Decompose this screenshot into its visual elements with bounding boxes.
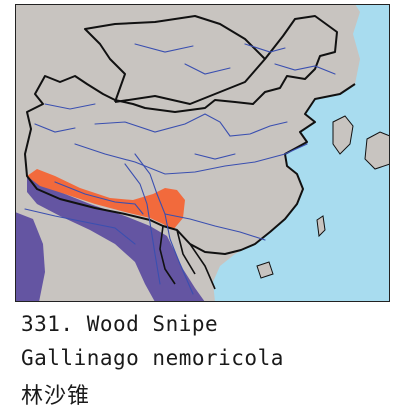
myanmar-border bbox=[159, 225, 176, 285]
species-number-name: 331. Wood Snipe bbox=[21, 312, 219, 336]
northwest-river-2 bbox=[34, 123, 76, 133]
north-river bbox=[184, 63, 231, 75]
wintering-range-main bbox=[27, 176, 205, 302]
rivers bbox=[24, 43, 336, 295]
japan-island bbox=[364, 131, 390, 170]
mongolia-border bbox=[84, 15, 266, 103]
han-river bbox=[194, 153, 236, 160]
yangtze-river bbox=[74, 143, 308, 175]
taiwan-island bbox=[316, 215, 326, 238]
map-frame-border bbox=[15, 4, 390, 302]
vietnam-border bbox=[189, 243, 216, 290]
northeast-river-2 bbox=[244, 43, 286, 53]
laos-border bbox=[176, 229, 196, 275]
korea-peninsula bbox=[332, 115, 354, 155]
range-map bbox=[15, 4, 390, 302]
northwest-river-1 bbox=[44, 103, 96, 110]
brahmaputra-river bbox=[54, 181, 144, 215]
hainan-island bbox=[256, 261, 274, 279]
sea-coastline bbox=[284, 188, 304, 220]
wintering-range-west bbox=[15, 212, 45, 302]
borders bbox=[24, 15, 356, 290]
pearl-river bbox=[164, 213, 266, 241]
northeast-river-1 bbox=[274, 63, 336, 75]
scientific-name: Gallinago nemoricola bbox=[21, 346, 284, 370]
salween-river bbox=[124, 163, 161, 285]
mongolia-river bbox=[134, 43, 194, 53]
ganges-river bbox=[24, 208, 136, 245]
mekong-river bbox=[134, 153, 194, 295]
yellow-river bbox=[94, 113, 288, 137]
chinese-name: 林沙锥 bbox=[21, 384, 91, 409]
